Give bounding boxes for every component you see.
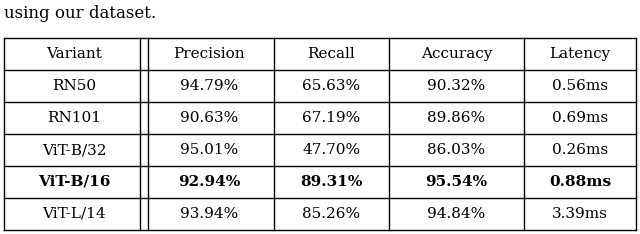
Text: 94.84%: 94.84% xyxy=(428,207,486,221)
Text: using our dataset.: using our dataset. xyxy=(4,5,156,22)
Text: 86.03%: 86.03% xyxy=(428,143,486,157)
Text: 89.31%: 89.31% xyxy=(300,175,363,189)
Text: Accuracy: Accuracy xyxy=(421,47,492,61)
Text: 47.70%: 47.70% xyxy=(303,143,360,157)
Text: 0.26ms: 0.26ms xyxy=(552,143,608,157)
Text: RN50: RN50 xyxy=(52,79,96,93)
Text: 92.94%: 92.94% xyxy=(178,175,240,189)
Text: ViT-B/16: ViT-B/16 xyxy=(38,175,110,189)
Text: ViT-B/32: ViT-B/32 xyxy=(42,143,106,157)
Text: Latency: Latency xyxy=(549,47,611,61)
Text: 65.63%: 65.63% xyxy=(303,79,360,93)
Text: 0.69ms: 0.69ms xyxy=(552,111,608,125)
Text: 89.86%: 89.86% xyxy=(428,111,486,125)
Text: 93.94%: 93.94% xyxy=(180,207,238,221)
Text: ViT-L/14: ViT-L/14 xyxy=(42,207,106,221)
Text: 3.39ms: 3.39ms xyxy=(552,207,608,221)
Text: 95.54%: 95.54% xyxy=(426,175,488,189)
Text: RN101: RN101 xyxy=(47,111,101,125)
Text: 67.19%: 67.19% xyxy=(302,111,360,125)
Text: 90.63%: 90.63% xyxy=(180,111,238,125)
Text: Precision: Precision xyxy=(173,47,245,61)
Text: 0.88ms: 0.88ms xyxy=(549,175,611,189)
Text: Recall: Recall xyxy=(308,47,355,61)
Text: 94.79%: 94.79% xyxy=(180,79,238,93)
Text: 85.26%: 85.26% xyxy=(303,207,360,221)
Text: 95.01%: 95.01% xyxy=(180,143,238,157)
Text: 90.32%: 90.32% xyxy=(428,79,486,93)
Text: Variant: Variant xyxy=(46,47,102,61)
Text: 0.56ms: 0.56ms xyxy=(552,79,608,93)
